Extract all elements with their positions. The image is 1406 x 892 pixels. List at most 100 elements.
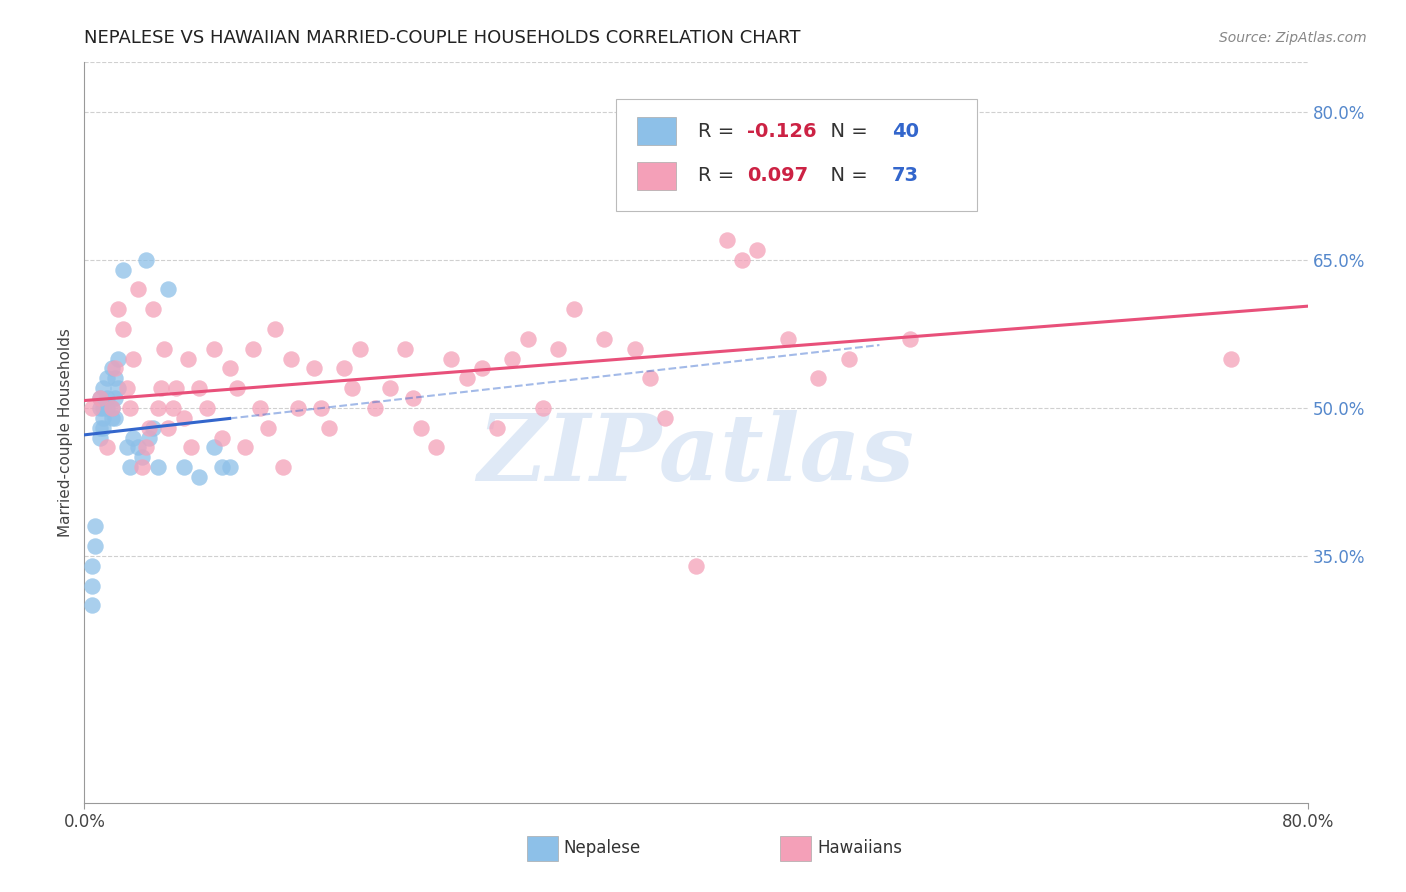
Point xyxy=(226,381,249,395)
Text: Source: ZipAtlas.com: Source: ZipAtlas.com xyxy=(1219,31,1367,45)
Point xyxy=(394,342,416,356)
Text: 73: 73 xyxy=(891,166,918,186)
Point xyxy=(173,460,195,475)
Point xyxy=(716,233,738,247)
Point xyxy=(153,342,176,356)
Point xyxy=(89,420,111,434)
Point xyxy=(96,371,118,385)
Point xyxy=(898,332,921,346)
Point xyxy=(101,401,124,415)
Point xyxy=(218,460,240,475)
Point xyxy=(162,401,184,415)
Point xyxy=(96,441,118,455)
Point xyxy=(104,371,127,385)
Point xyxy=(127,283,149,297)
Point xyxy=(302,361,325,376)
Text: ZIPatlas: ZIPatlas xyxy=(478,409,914,500)
Point xyxy=(333,361,356,376)
Point xyxy=(89,431,111,445)
Point xyxy=(91,420,114,434)
Point xyxy=(84,519,107,533)
Point xyxy=(101,410,124,425)
Point xyxy=(364,401,387,415)
Point xyxy=(547,342,569,356)
Text: Nepalese: Nepalese xyxy=(564,839,641,857)
Point xyxy=(776,332,799,346)
Point xyxy=(593,332,616,346)
Point xyxy=(349,342,371,356)
Point xyxy=(471,361,494,376)
Point xyxy=(131,450,153,465)
Point xyxy=(233,441,256,455)
Point xyxy=(638,371,661,385)
Point xyxy=(131,460,153,475)
Point xyxy=(91,401,114,415)
FancyBboxPatch shape xyxy=(637,117,676,145)
Point xyxy=(135,441,157,455)
Point xyxy=(122,351,145,366)
Point xyxy=(120,460,142,475)
Point xyxy=(157,283,180,297)
Point xyxy=(562,302,585,317)
Point xyxy=(516,332,538,346)
Text: R =: R = xyxy=(699,166,741,186)
Text: NEPALESE VS HAWAIIAN MARRIED-COUPLE HOUSEHOLDS CORRELATION CHART: NEPALESE VS HAWAIIAN MARRIED-COUPLE HOUS… xyxy=(84,29,801,47)
Text: N =: N = xyxy=(818,166,875,186)
Point xyxy=(146,401,169,415)
Point xyxy=(180,441,202,455)
Point xyxy=(311,401,333,415)
Point xyxy=(502,351,524,366)
Point xyxy=(96,401,118,415)
Point xyxy=(104,361,127,376)
Text: R =: R = xyxy=(699,122,741,141)
Point xyxy=(96,391,118,405)
Point xyxy=(107,381,129,395)
Text: -0.126: -0.126 xyxy=(748,122,817,141)
Point xyxy=(107,302,129,317)
Point xyxy=(264,322,287,336)
Point xyxy=(747,243,769,257)
Point xyxy=(80,558,103,573)
Point xyxy=(271,460,294,475)
Point xyxy=(242,342,264,356)
Point xyxy=(149,381,172,395)
Point xyxy=(107,351,129,366)
Text: Hawaiians: Hawaiians xyxy=(817,839,901,857)
Point xyxy=(89,401,111,415)
Point xyxy=(218,361,240,376)
Point xyxy=(380,381,402,395)
Point xyxy=(104,391,127,405)
Point xyxy=(456,371,478,385)
Text: 0.097: 0.097 xyxy=(748,166,808,186)
Point xyxy=(165,381,187,395)
Point xyxy=(1220,351,1243,366)
Point xyxy=(409,420,432,434)
Point xyxy=(531,401,554,415)
Point xyxy=(838,351,860,366)
Point xyxy=(135,252,157,267)
Point xyxy=(101,361,124,376)
Point xyxy=(80,599,103,613)
Point xyxy=(101,401,124,415)
Point xyxy=(120,401,142,415)
Point xyxy=(211,460,233,475)
Point xyxy=(91,381,114,395)
Point xyxy=(211,431,233,445)
Point xyxy=(249,401,271,415)
Point xyxy=(188,470,211,484)
Point xyxy=(91,410,114,425)
Point xyxy=(142,302,165,317)
Point xyxy=(173,410,195,425)
Point xyxy=(122,431,145,445)
Point xyxy=(115,381,138,395)
Point xyxy=(142,420,165,434)
Point xyxy=(104,410,127,425)
Point xyxy=(195,401,218,415)
Point xyxy=(807,371,830,385)
Point xyxy=(84,539,107,553)
Point xyxy=(111,322,134,336)
Text: N =: N = xyxy=(818,122,875,141)
Point xyxy=(80,401,103,415)
Point xyxy=(425,441,447,455)
Point xyxy=(80,579,103,593)
